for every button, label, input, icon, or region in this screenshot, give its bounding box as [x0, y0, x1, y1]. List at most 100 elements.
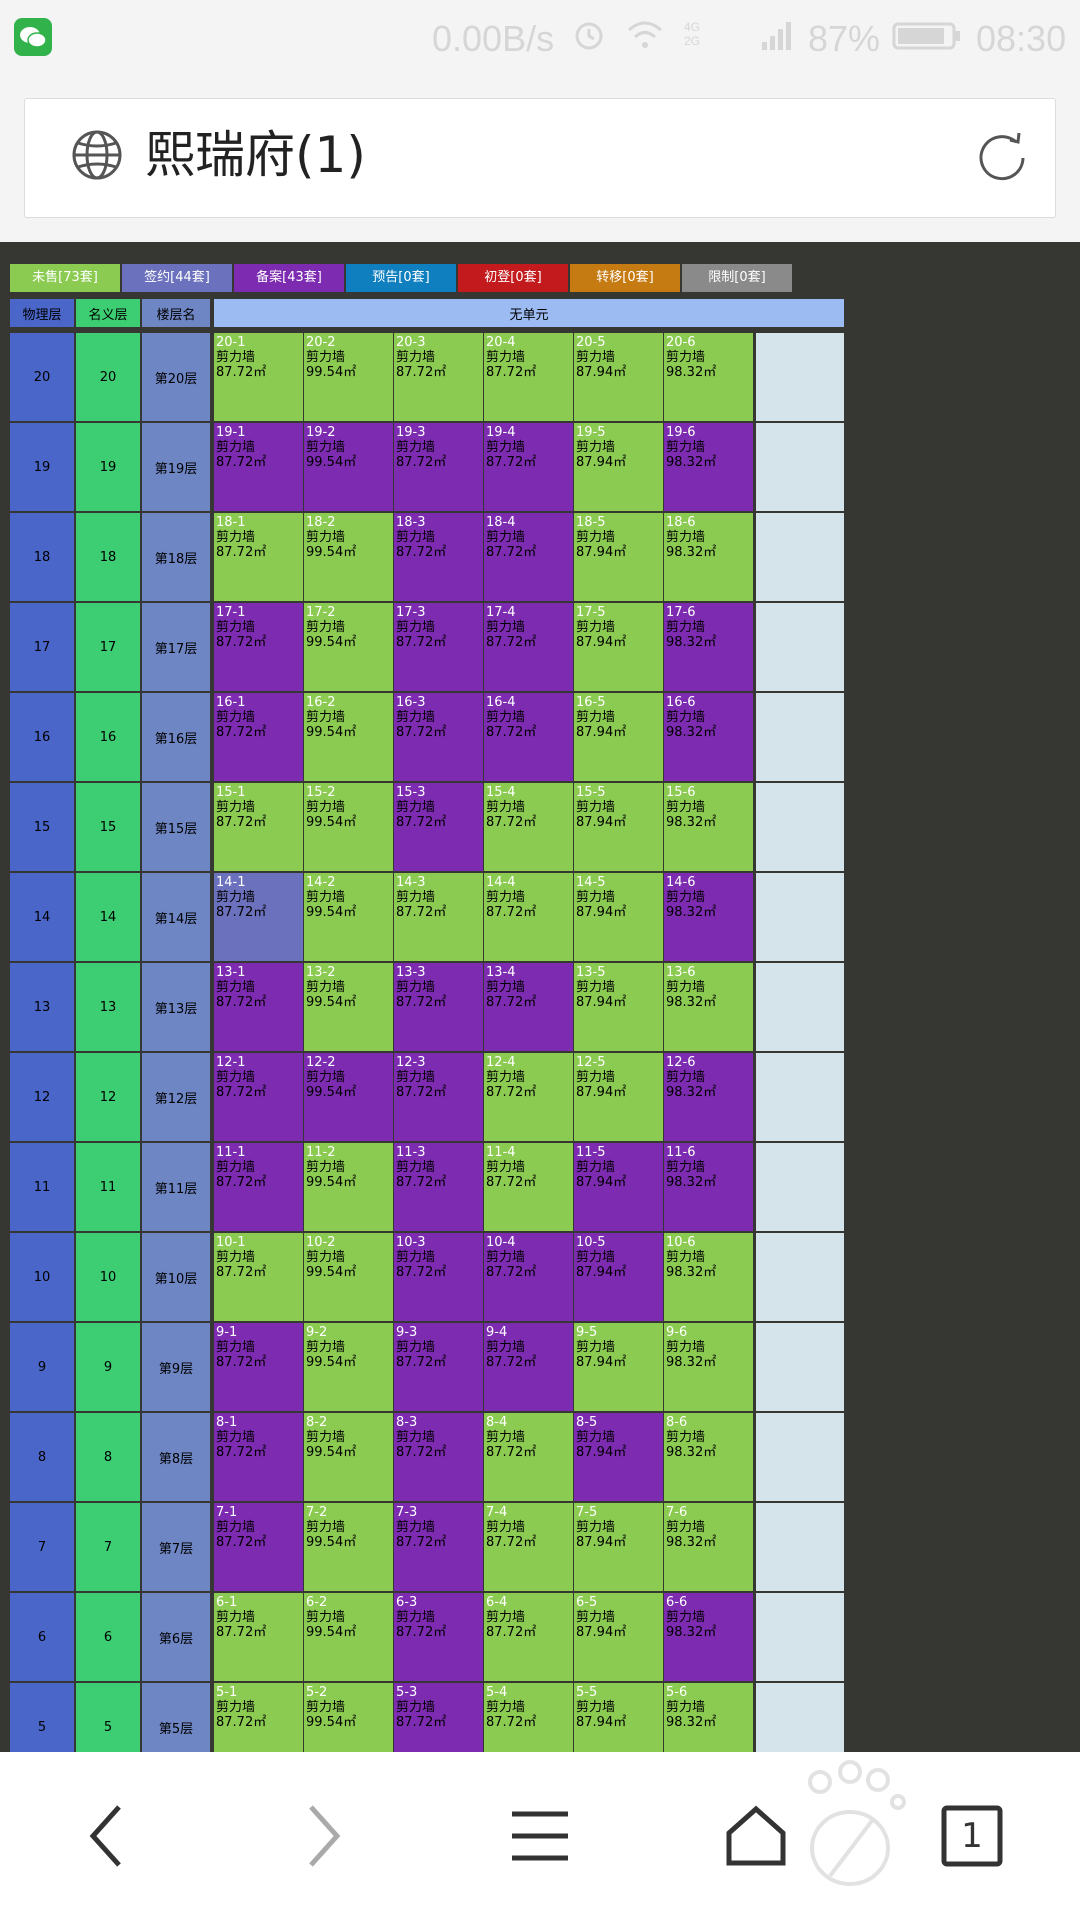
- unit-cell[interactable]: 19-6 剪力墙 98.32㎡: [664, 423, 753, 511]
- legend-item[interactable]: 转移[0套]: [570, 264, 680, 292]
- unit-cell[interactable]: 15-5 剪力墙 87.94㎡: [574, 783, 663, 871]
- unit-cell[interactable]: 18-3 剪力墙 87.72㎡: [394, 513, 483, 601]
- unit-cell[interactable]: 15-2 剪力墙 99.54㎡: [304, 783, 393, 871]
- unit-cell[interactable]: 17-5 剪力墙 87.94㎡: [574, 603, 663, 691]
- unit-cell[interactable]: 11-4 剪力墙 87.72㎡: [484, 1143, 573, 1231]
- unit-cell[interactable]: 9-3 剪力墙 87.72㎡: [394, 1323, 483, 1411]
- unit-cell[interactable]: 10-6 剪力墙 98.32㎡: [664, 1233, 753, 1321]
- unit-cell[interactable]: 15-1 剪力墙 87.72㎡: [214, 783, 303, 871]
- unit-cell[interactable]: 5-5 剪力墙 87.94㎡: [574, 1683, 663, 1752]
- unit-cell[interactable]: 10-5 剪力墙 87.94㎡: [574, 1233, 663, 1321]
- unit-cell[interactable]: 13-5 剪力墙 87.94㎡: [574, 963, 663, 1051]
- unit-cell[interactable]: 17-3 剪力墙 87.72㎡: [394, 603, 483, 691]
- legend-item[interactable]: 备案[43套]: [234, 264, 344, 292]
- unit-cell[interactable]: 15-3 剪力墙 87.72㎡: [394, 783, 483, 871]
- unit-cell[interactable]: 17-1 剪力墙 87.72㎡: [214, 603, 303, 691]
- unit-cell[interactable]: 6-5 剪力墙 87.94㎡: [574, 1593, 663, 1681]
- unit-cell[interactable]: 10-2 剪力墙 99.54㎡: [304, 1233, 393, 1321]
- unit-cell[interactable]: 18-4 剪力墙 87.72㎡: [484, 513, 573, 601]
- unit-cell[interactable]: 16-5 剪力墙 87.94㎡: [574, 693, 663, 781]
- refresh-icon[interactable]: [973, 129, 1031, 187]
- unit-cell[interactable]: 7-2 剪力墙 99.54㎡: [304, 1503, 393, 1591]
- unit-cell[interactable]: 11-3 剪力墙 87.72㎡: [394, 1143, 483, 1231]
- unit-cell[interactable]: 12-6 剪力墙 98.32㎡: [664, 1053, 753, 1141]
- unit-cell[interactable]: 12-3 剪力墙 87.72㎡: [394, 1053, 483, 1141]
- unit-cell[interactable]: 19-3 剪力墙 87.72㎡: [394, 423, 483, 511]
- unit-cell[interactable]: 12-1 剪力墙 87.72㎡: [214, 1053, 303, 1141]
- unit-cell[interactable]: 9-6 剪力墙 98.32㎡: [664, 1323, 753, 1411]
- unit-cell[interactable]: 5-3 剪力墙 87.72㎡: [394, 1683, 483, 1752]
- unit-cell[interactable]: 6-1 剪力墙 87.72㎡: [214, 1593, 303, 1681]
- unit-cell[interactable]: 7-5 剪力墙 87.94㎡: [574, 1503, 663, 1591]
- unit-cell[interactable]: 13-1 剪力墙 87.72㎡: [214, 963, 303, 1051]
- unit-cell[interactable]: 6-2 剪力墙 99.54㎡: [304, 1593, 393, 1681]
- unit-cell[interactable]: 11-6 剪力墙 98.32㎡: [664, 1143, 753, 1231]
- unit-cell[interactable]: 13-4 剪力墙 87.72㎡: [484, 963, 573, 1051]
- unit-cell[interactable]: 9-1 剪力墙 87.72㎡: [214, 1323, 303, 1411]
- unit-cell[interactable]: 5-6 剪力墙 98.32㎡: [664, 1683, 753, 1752]
- unit-cell[interactable]: 7-3 剪力墙 87.72㎡: [394, 1503, 483, 1591]
- legend-item[interactable]: 预告[0套]: [346, 264, 456, 292]
- unit-cell[interactable]: 7-6 剪力墙 98.32㎡: [664, 1503, 753, 1591]
- unit-cell[interactable]: 8-5 剪力墙 87.94㎡: [574, 1413, 663, 1501]
- unit-cell[interactable]: 18-1 剪力墙 87.72㎡: [214, 513, 303, 601]
- unit-cell[interactable]: 14-4 剪力墙 87.72㎡: [484, 873, 573, 961]
- unit-cell[interactable]: 10-4 剪力墙 87.72㎡: [484, 1233, 573, 1321]
- unit-cell[interactable]: 16-3 剪力墙 87.72㎡: [394, 693, 483, 781]
- home-icon[interactable]: [716, 1796, 796, 1876]
- unit-cell[interactable]: 20-3 剪力墙 87.72㎡: [394, 333, 483, 421]
- unit-cell[interactable]: 17-2 剪力墙 99.54㎡: [304, 603, 393, 691]
- unit-cell[interactable]: 5-4 剪力墙 87.72㎡: [484, 1683, 573, 1752]
- unit-cell[interactable]: 16-2 剪力墙 99.54㎡: [304, 693, 393, 781]
- unit-cell[interactable]: 20-2 剪力墙 99.54㎡: [304, 333, 393, 421]
- unit-cell[interactable]: 14-3 剪力墙 87.72㎡: [394, 873, 483, 961]
- unit-cell[interactable]: 18-2 剪力墙 99.54㎡: [304, 513, 393, 601]
- unit-cell[interactable]: 15-6 剪力墙 98.32㎡: [664, 783, 753, 871]
- back-arrow-icon[interactable]: [66, 1796, 146, 1876]
- unit-cell[interactable]: 12-5 剪力墙 87.94㎡: [574, 1053, 663, 1141]
- unit-cell[interactable]: 19-1 剪力墙 87.72㎡: [214, 423, 303, 511]
- legend-item[interactable]: 签约[44套]: [122, 264, 232, 292]
- unit-cell[interactable]: 14-5 剪力墙 87.94㎡: [574, 873, 663, 961]
- unit-cell[interactable]: 15-4 剪力墙 87.72㎡: [484, 783, 573, 871]
- unit-cell[interactable]: 17-4 剪力墙 87.72㎡: [484, 603, 573, 691]
- legend-item[interactable]: 限制[0套]: [682, 264, 792, 292]
- unit-cell[interactable]: 17-6 剪力墙 98.32㎡: [664, 603, 753, 691]
- unit-cell[interactable]: 18-5 剪力墙 87.94㎡: [574, 513, 663, 601]
- legend-item[interactable]: 未售[73套]: [10, 264, 120, 292]
- unit-cell[interactable]: 11-2 剪力墙 99.54㎡: [304, 1143, 393, 1231]
- legend-item[interactable]: 初登[0套]: [458, 264, 568, 292]
- unit-cell[interactable]: 16-1 剪力墙 87.72㎡: [214, 693, 303, 781]
- unit-cell[interactable]: 18-6 剪力墙 98.32㎡: [664, 513, 753, 601]
- unit-cell[interactable]: 12-4 剪力墙 87.72㎡: [484, 1053, 573, 1141]
- unit-cell[interactable]: 9-4 剪力墙 87.72㎡: [484, 1323, 573, 1411]
- unit-cell[interactable]: 5-2 剪力墙 99.54㎡: [304, 1683, 393, 1752]
- unit-cell[interactable]: 8-2 剪力墙 99.54㎡: [304, 1413, 393, 1501]
- unit-cell[interactable]: 6-3 剪力墙 87.72㎡: [394, 1593, 483, 1681]
- unit-cell[interactable]: 5-1 剪力墙 87.72㎡: [214, 1683, 303, 1752]
- unit-cell[interactable]: 9-5 剪力墙 87.94㎡: [574, 1323, 663, 1411]
- unit-cell[interactable]: 13-2 剪力墙 99.54㎡: [304, 963, 393, 1051]
- unit-cell[interactable]: 13-3 剪力墙 87.72㎡: [394, 963, 483, 1051]
- unit-cell[interactable]: 7-1 剪力墙 87.72㎡: [214, 1503, 303, 1591]
- unit-cell[interactable]: 14-6 剪力墙 98.32㎡: [664, 873, 753, 961]
- tab-switcher-button[interactable]: 1: [932, 1796, 1012, 1876]
- unit-cell[interactable]: 20-6 剪力墙 98.32㎡: [664, 333, 753, 421]
- unit-cell[interactable]: 10-1 剪力墙 87.72㎡: [214, 1233, 303, 1321]
- unit-cell[interactable]: 10-3 剪力墙 87.72㎡: [394, 1233, 483, 1321]
- address-bar[interactable]: 熙瑞府(1): [24, 98, 1056, 218]
- unit-cell[interactable]: 9-2 剪力墙 99.54㎡: [304, 1323, 393, 1411]
- unit-cell[interactable]: 14-2 剪力墙 99.54㎡: [304, 873, 393, 961]
- unit-cell[interactable]: 13-6 剪力墙 98.32㎡: [664, 963, 753, 1051]
- unit-cell[interactable]: 8-6 剪力墙 98.32㎡: [664, 1413, 753, 1501]
- unit-cell[interactable]: 14-1 剪力墙 87.72㎡: [214, 873, 303, 961]
- unit-cell[interactable]: 16-4 剪力墙 87.72㎡: [484, 693, 573, 781]
- unit-cell[interactable]: 11-5 剪力墙 87.94㎡: [574, 1143, 663, 1231]
- unit-cell[interactable]: 19-2 剪力墙 99.54㎡: [304, 423, 393, 511]
- unit-cell[interactable]: 12-2 剪力墙 99.54㎡: [304, 1053, 393, 1141]
- unit-cell[interactable]: 8-1 剪力墙 87.72㎡: [214, 1413, 303, 1501]
- unit-cell[interactable]: 11-1 剪力墙 87.72㎡: [214, 1143, 303, 1231]
- unit-cell[interactable]: 6-4 剪力墙 87.72㎡: [484, 1593, 573, 1681]
- unit-cell[interactable]: 20-5 剪力墙 87.94㎡: [574, 333, 663, 421]
- unit-cell[interactable]: 7-4 剪力墙 87.72㎡: [484, 1503, 573, 1591]
